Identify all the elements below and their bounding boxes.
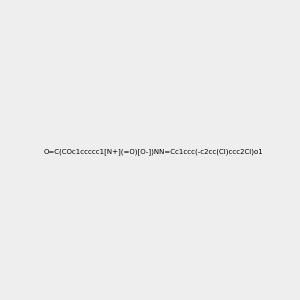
Text: O=C(COc1ccccc1[N+](=O)[O-])NN=Cc1ccc(-c2cc(Cl)ccc2Cl)o1: O=C(COc1ccccc1[N+](=O)[O-])NN=Cc1ccc(-c2…: [44, 148, 264, 155]
